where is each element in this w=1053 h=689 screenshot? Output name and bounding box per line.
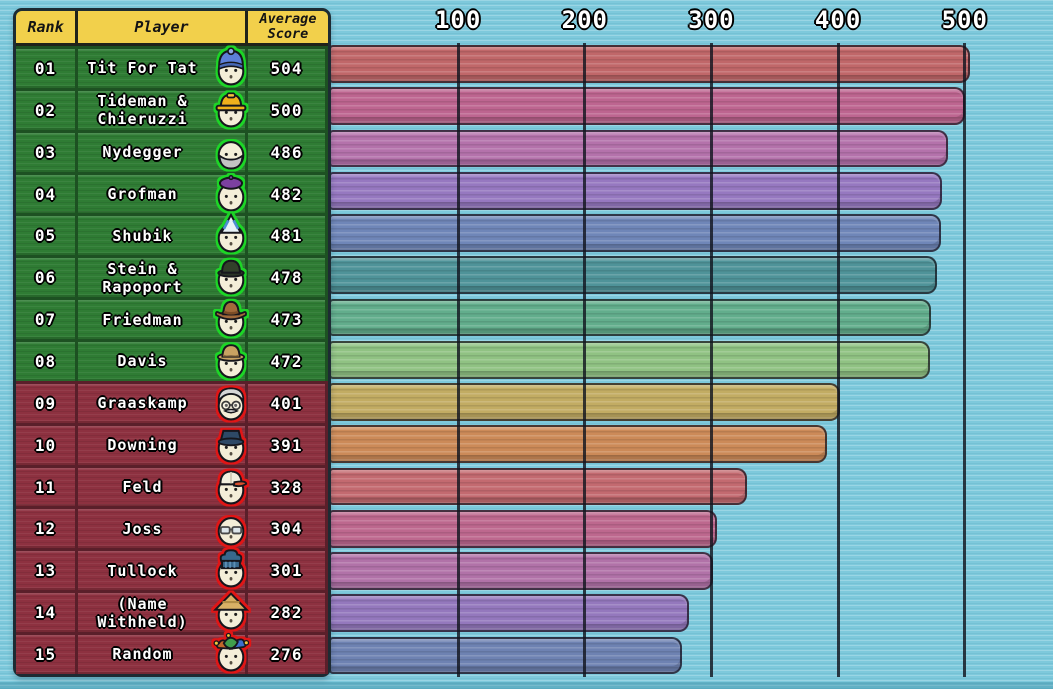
average-score-cell: 473: [248, 297, 328, 340]
axis-tick-label: 400: [814, 6, 862, 34]
average-score-cell: 486: [248, 129, 328, 172]
table-row: 06 Stein & Rapoport 478: [16, 255, 328, 298]
axis-tick-label: 200: [561, 6, 608, 34]
average-score-cell: 282: [248, 590, 328, 633]
score-column-header: Average Score: [248, 11, 328, 46]
rank-cell: 08: [16, 339, 78, 381]
average-score-cell: 500: [248, 87, 328, 130]
rank-cell: 01: [16, 46, 78, 88]
average-score-cell: 328: [248, 464, 328, 507]
player-name-cell: Tit For Tat: [78, 46, 248, 88]
average-score-cell: 482: [248, 171, 328, 214]
table-row: 13 Tullock 301: [16, 548, 328, 591]
player-name-cell: Davis: [78, 339, 248, 381]
score-bar: [329, 171, 943, 210]
score-bar: [329, 552, 714, 590]
axis-tick-label: 300: [688, 6, 735, 34]
average-score-cell: 481: [248, 213, 328, 256]
rank-column-header: Rank: [16, 11, 78, 46]
rank-cell: 05: [16, 213, 78, 256]
table-row: 01 Tit For Tat 504: [16, 46, 328, 88]
gridline: [709, 43, 713, 677]
player-column-header: Player: [78, 11, 248, 46]
score-bar: [329, 129, 948, 168]
rank-cell: 12: [16, 506, 78, 549]
table-row: 03 Nydegger 486: [16, 129, 328, 172]
player-name-cell: Random: [78, 632, 248, 674]
player-name-cell: Feld: [78, 464, 248, 507]
rank-cell: 14: [16, 590, 78, 633]
table-row: 04 Grofman 482: [16, 171, 328, 214]
table-row: 05 Shubik 481: [16, 213, 328, 256]
score-bar: [329, 594, 690, 633]
rank-cell: 15: [16, 632, 78, 674]
table-row: 02 Tideman & Chieruzzi 500: [16, 87, 328, 130]
player-name-cell: Grofman: [78, 171, 248, 214]
rank-cell: 04: [16, 171, 78, 214]
average-score-cell: 301: [248, 548, 328, 591]
gridline: [583, 43, 587, 677]
player-name-cell: Tullock: [78, 548, 248, 591]
rank-cell: 02: [16, 87, 78, 130]
player-name-cell: Joss: [78, 506, 248, 549]
score-bar: [329, 45, 971, 83]
table-header-row: Rank Player Average Score: [16, 11, 328, 46]
score-bar: [329, 298, 932, 337]
score-bar: [329, 636, 682, 675]
average-score-cell: 304: [248, 506, 328, 549]
rank-cell: 07: [16, 297, 78, 340]
table-row: 15 Random 276: [16, 632, 328, 674]
gridline: [963, 43, 967, 677]
player-name-cell: Nydegger: [78, 129, 248, 172]
average-score-cell: 472: [248, 339, 328, 381]
rank-cell: 06: [16, 255, 78, 298]
player-name-cell: Tideman & Chieruzzi: [78, 87, 248, 130]
table-row: 14 (Name Withheld) 282: [16, 590, 328, 633]
player-name-cell: Downing: [78, 422, 248, 465]
axis-tick-label: 100: [434, 6, 482, 34]
rank-cell: 09: [16, 380, 78, 423]
player-name-cell: Stein & Rapoport: [78, 255, 248, 298]
player-name-cell: (Name Withheld): [78, 590, 248, 633]
table-body: 01 Tit For Tat 504 02 Tideman & Chieruzzi 50…: [16, 46, 328, 674]
player-name-cell: Friedman: [78, 297, 248, 340]
table-row: 10 Downing 391: [16, 422, 328, 465]
average-score-cell: 391: [248, 422, 328, 465]
average-score-cell: 478: [248, 255, 328, 298]
gridline: [456, 43, 460, 677]
score-bar: [329, 509, 718, 548]
table-row: 08 Davis 472: [16, 339, 328, 381]
average-score-cell: 276: [248, 632, 328, 674]
gridline: [836, 43, 840, 677]
rank-cell: 11: [16, 464, 78, 507]
rank-cell: 03: [16, 129, 78, 172]
rank-cell: 13: [16, 548, 78, 591]
table-row: 12 Joss 304: [16, 506, 328, 549]
score-bar: [329, 256, 938, 295]
score-bar: [329, 87, 966, 126]
player-name-cell: Shubik: [78, 213, 248, 256]
rank-cell: 10: [16, 422, 78, 465]
player-name-cell: Graaskamp: [78, 380, 248, 423]
average-score-cell: 504: [248, 46, 328, 88]
score-bar: [329, 467, 748, 506]
score-bar: [329, 340, 930, 379]
table-row: 07 Friedman 473: [16, 297, 328, 340]
average-score-cell: 401: [248, 380, 328, 423]
table-row: 09 Graaskamp 401: [16, 380, 328, 423]
leaderboard-table: Rank Player Average Score 01 Tit For Tat 5…: [13, 8, 331, 677]
table-row: 11 Feld 328: [16, 464, 328, 507]
score-bar: [329, 214, 942, 252]
axis-tick-label: 500: [941, 6, 988, 34]
score-bar: [329, 425, 828, 464]
